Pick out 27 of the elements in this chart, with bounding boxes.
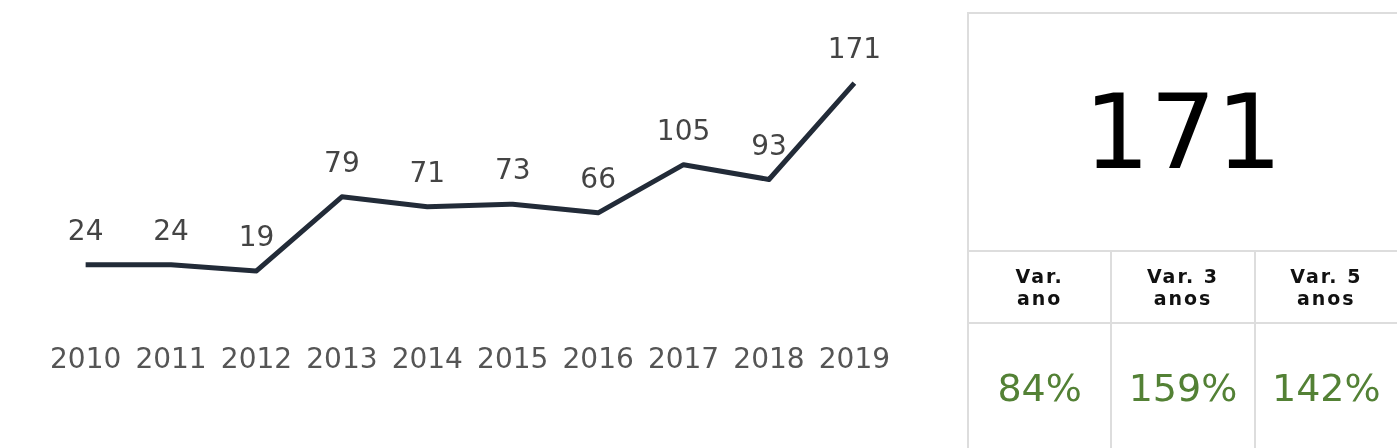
- text: 142%: [1253, 324, 1397, 448]
- x-tick-label: 2011: [135, 342, 207, 376]
- data-label: 93: [751, 128, 787, 162]
- category-label: Var. ano: [1014, 264, 1065, 311]
- data-label: 73: [494, 153, 531, 187]
- data-label: 71: [409, 155, 446, 189]
- data-label: 24: [153, 214, 189, 248]
- category-label: Var. 3 anos: [1110, 252, 1254, 322]
- x-tick-label: 2012: [220, 342, 293, 376]
- data-label: 79: [324, 146, 360, 180]
- data-label: 171: [827, 32, 882, 66]
- x-tick-label: 2010: [50, 342, 122, 376]
- x-tick-label: 2015: [477, 342, 549, 376]
- x-tick-label: 2013: [306, 342, 378, 376]
- category-label: Var. 5 anos: [1253, 252, 1397, 322]
- text: 84%: [996, 365, 1083, 412]
- data-label: 66: [580, 162, 616, 196]
- x-tick-label: 2017: [647, 342, 720, 376]
- x-tick-label: 2019: [818, 342, 890, 376]
- data-label: 105: [656, 113, 711, 147]
- text: 171: [969, 14, 1397, 252]
- x-tick-label: 2016: [562, 342, 634, 376]
- x-tick-label: 2018: [733, 342, 805, 376]
- text: 159%: [1110, 324, 1254, 448]
- x-tick-label: 2014: [391, 342, 463, 376]
- data-label: 19: [238, 220, 275, 254]
- data-label: 24: [67, 214, 104, 248]
